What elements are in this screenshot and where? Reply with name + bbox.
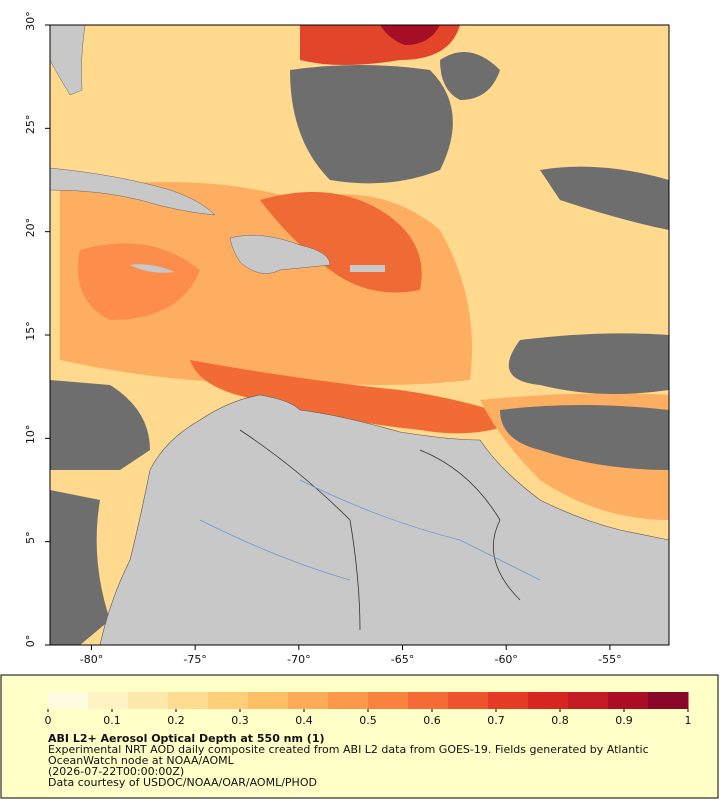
colorbar-tick-label: 0.1 bbox=[103, 714, 121, 727]
colorbar-swatch bbox=[48, 692, 89, 709]
colorbar-tick-label: 0.7 bbox=[487, 714, 505, 727]
y-tick-label: 25° bbox=[24, 115, 37, 135]
x-tick-label: -55° bbox=[598, 653, 621, 666]
y-tick-label: 30° bbox=[24, 11, 37, 31]
colorbar-swatch bbox=[528, 692, 569, 709]
y-tick-label: 0° bbox=[24, 635, 37, 648]
colorbar-tick-label: 0.3 bbox=[231, 714, 249, 727]
land bbox=[350, 265, 385, 272]
colorbar-swatch bbox=[448, 692, 489, 709]
colorbar-swatch bbox=[368, 692, 409, 709]
colorbar-tick-label: 0.5 bbox=[359, 714, 377, 727]
x-tick-label: -75° bbox=[183, 653, 206, 666]
land bbox=[50, 167, 216, 216]
colorbar-tick-label: 0.6 bbox=[423, 714, 441, 727]
x-tick-label: -60° bbox=[494, 653, 517, 666]
colorbar-swatch bbox=[608, 692, 649, 709]
colorbar-tick-label: 0.9 bbox=[615, 714, 633, 727]
colorbar-tick-label: 1 bbox=[685, 714, 692, 727]
border bbox=[239, 429, 521, 631]
no-data bbox=[440, 52, 500, 100]
caption-line: (2026-07-22T00:00:00Z) bbox=[48, 765, 184, 778]
colorbar-swatch bbox=[168, 692, 209, 709]
map-area bbox=[50, 25, 669, 645]
caption-line: OceanWatch node at NOAA/AOML bbox=[48, 754, 235, 767]
colorbar-swatch bbox=[408, 692, 449, 709]
no-data bbox=[290, 65, 453, 184]
no-data bbox=[500, 405, 669, 470]
no-data bbox=[50, 380, 150, 470]
land bbox=[229, 234, 331, 274]
x-tick-label: -70° bbox=[287, 653, 310, 666]
y-tick-label: 10° bbox=[24, 425, 37, 445]
x-tick-label: -80° bbox=[80, 653, 103, 666]
colorbar-swatch bbox=[568, 692, 609, 709]
aerosol-field bbox=[380, 25, 440, 45]
colorbar-swatch bbox=[88, 692, 129, 709]
y-tick-label: 5° bbox=[24, 531, 37, 544]
river bbox=[199, 479, 541, 581]
x-tick-label: -65° bbox=[391, 653, 414, 666]
land bbox=[99, 394, 669, 645]
caption-line: Data courtesy of USDOC/NOAA/OAR/AOML/PHO… bbox=[48, 776, 317, 789]
y-tick-label: 15° bbox=[24, 321, 37, 341]
colorbar-swatch bbox=[288, 692, 329, 709]
colorbar-tick-label: 0 bbox=[45, 714, 52, 727]
aerosol-field bbox=[78, 243, 200, 320]
colorbar-tick-label: 0.4 bbox=[295, 714, 313, 727]
caption-title: ABI L2+ Aerosol Optical Depth at 550 nm … bbox=[48, 732, 325, 745]
colorbar-tick-label: 0.8 bbox=[551, 714, 569, 727]
colorbar-tick-label: 0.2 bbox=[167, 714, 185, 727]
no-data bbox=[508, 333, 669, 394]
colorbar-swatch bbox=[328, 692, 369, 709]
colorbar-swatch bbox=[488, 692, 529, 709]
land bbox=[50, 25, 86, 96]
caption-line: Experimental NRT AOD daily composite cre… bbox=[48, 743, 649, 756]
axes: -80° -75° -70° -65° -60° -55° 0° 5° 10° 15° 20° 25°… bbox=[24, 11, 622, 666]
y-tick-label: 20° bbox=[24, 218, 37, 238]
colorbar-swatch bbox=[648, 692, 689, 709]
no-data bbox=[540, 166, 669, 230]
colorbar-swatch bbox=[248, 692, 289, 709]
land bbox=[130, 264, 175, 273]
no-data bbox=[50, 490, 110, 645]
aerosol-field bbox=[190, 360, 520, 434]
colorbar-swatch bbox=[128, 692, 169, 709]
colorbar-swatch bbox=[208, 692, 249, 709]
colorbar: 0 0.1 0.2 0.3 0.4 0.5 0.6 0.7 0.8 0.9 1 bbox=[45, 692, 692, 727]
